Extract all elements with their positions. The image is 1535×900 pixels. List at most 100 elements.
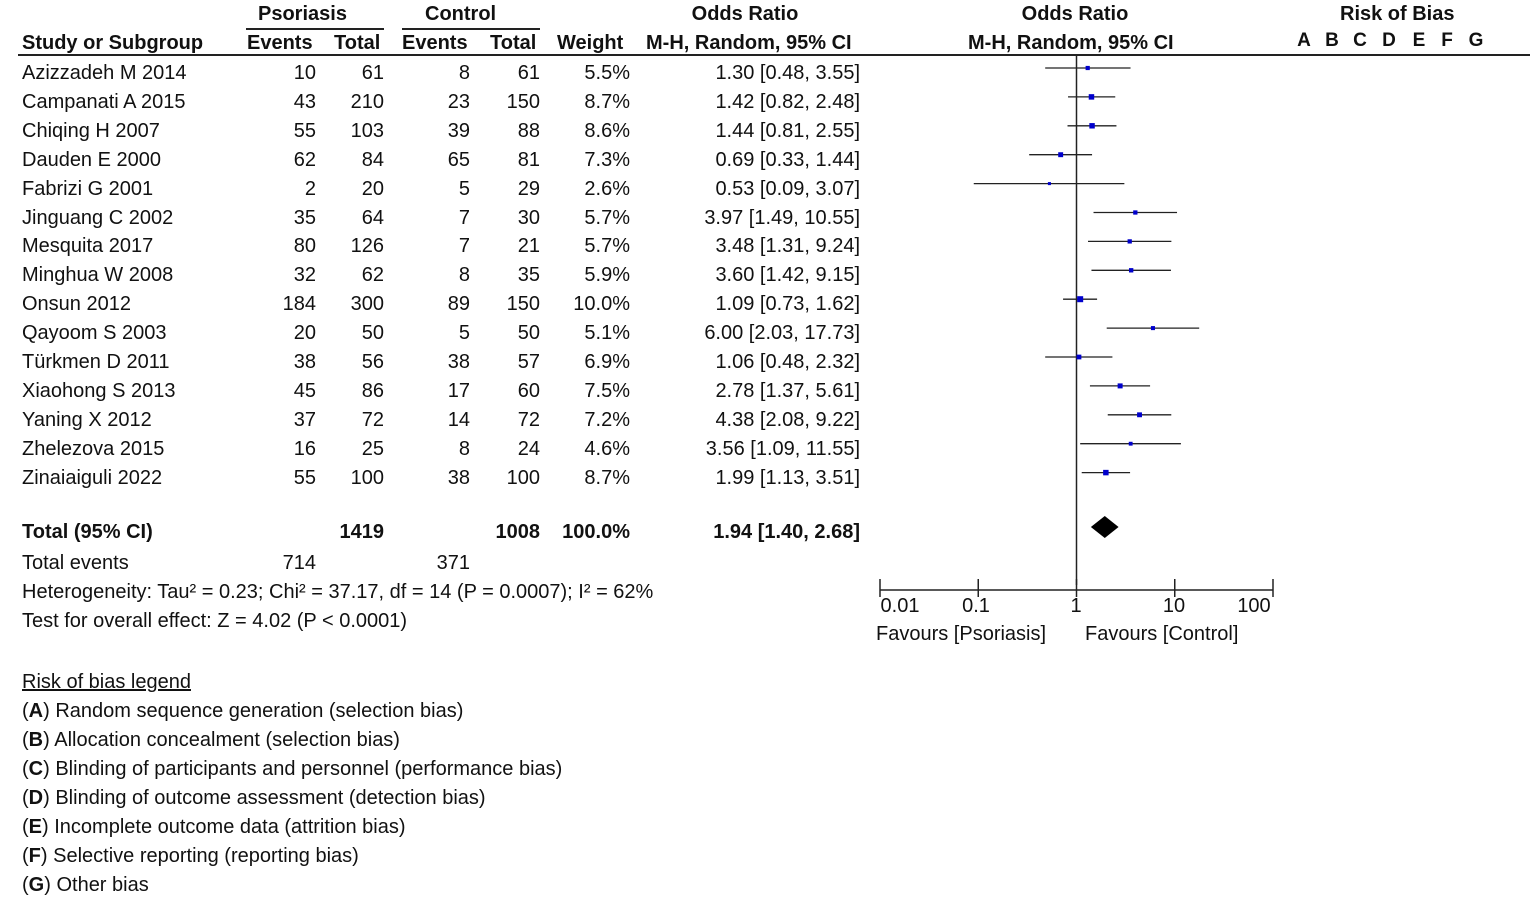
events-control: 5 (458, 322, 470, 345)
total-psoriasis: 100 (350, 466, 384, 489)
total-events-label: Total events (22, 552, 129, 574)
point-estimate (1089, 123, 1095, 129)
rob-legend-item: (A) Random sequence generation (selectio… (22, 700, 464, 722)
point-estimate (1103, 469, 1109, 476)
total-psoriasis: 62 (361, 264, 384, 287)
header-psoriasis: Psoriasis (258, 3, 347, 25)
or-ci: 3.97 [1.49, 10.55] (704, 206, 860, 229)
weight: 10.0% (573, 293, 630, 316)
events-psoriasis: 62 (293, 148, 316, 171)
total-control: 100 (506, 466, 540, 489)
study-name: Türkmen D 2011 (22, 351, 170, 373)
header-or-method: M-H, Random, 95% CI (646, 32, 852, 54)
point-estimate (1133, 210, 1138, 215)
events-psoriasis: 80 (293, 235, 316, 258)
rob-col-c: C (1353, 30, 1367, 51)
rob-legend-text: ) Selective reporting (reporting bias) (40, 845, 359, 867)
events-control: 17 (447, 379, 470, 402)
point-estimate (1128, 441, 1133, 446)
header-divider (18, 54, 1530, 56)
total-control: 81 (517, 148, 540, 171)
rob-legend-item: (E) Incomplete outcome data (attrition b… (22, 816, 406, 838)
weight: 5.7% (584, 206, 630, 229)
or-ci: 1.06 [0.48, 2.32] (715, 351, 860, 373)
point-estimate (1128, 268, 1134, 273)
pooled-diamond (1090, 516, 1119, 538)
rob-legend-key: F (28, 845, 41, 867)
total-n-control: 1008 (495, 521, 541, 543)
total-control: 57 (517, 351, 540, 373)
rob-legend-item: (F) Selective reporting (reporting bias) (22, 845, 359, 867)
header-total-2: Total (490, 32, 537, 54)
heterogeneity-text: Heterogeneity: Tau² = 0.23; Chi² = 37.17… (22, 581, 654, 603)
rob-legend-text: ) Random sequence generation (selection … (43, 700, 464, 722)
total-control: 150 (506, 293, 540, 316)
or-ci: 4.38 [2.08, 9.22] (715, 408, 860, 431)
rob-col-f: F (1441, 30, 1453, 51)
events-psoriasis: 16 (293, 437, 316, 460)
total-psoriasis: 103 (350, 119, 384, 142)
study-name: Yaning X 2012 (22, 408, 152, 431)
weight: 5.7% (584, 235, 630, 258)
favours-left: Favours [Psoriasis] (876, 623, 1047, 645)
total-control: 50 (517, 322, 540, 345)
study-name: Jinguang C 2002 (22, 206, 174, 229)
weight: 6.9% (584, 351, 630, 373)
or-ci: 1.09 [0.73, 1.62] (715, 293, 860, 316)
events-control: 8 (458, 437, 470, 460)
study-name: Xiaohong S 2013 (22, 379, 176, 402)
rob-legend-title: Risk of bias legend (22, 671, 191, 693)
point-estimate (1047, 182, 1051, 186)
point-estimate (1085, 65, 1090, 71)
rob-legend-text: ) Blinding of participants and personnel… (43, 758, 563, 780)
events-psoriasis: 184 (282, 293, 316, 316)
total-control: 88 (517, 119, 540, 142)
rob-legend-item: (D) Blinding of outcome assessment (dete… (22, 787, 486, 809)
study-name: Campanati A 2015 (22, 90, 186, 113)
events-control: 14 (447, 408, 470, 431)
point-estimate (1076, 354, 1082, 360)
header-study: Study or Subgroup (22, 32, 204, 54)
header-events-1: Events (247, 32, 313, 54)
study-name: Qayoom S 2003 (22, 322, 167, 345)
events-control: 38 (447, 466, 470, 489)
rob-legend-text: ) Incomplete outcome data (attrition bia… (42, 816, 406, 838)
study-name: Dauden E 2000 (22, 148, 162, 171)
events-control: 65 (447, 148, 470, 171)
total-control: 35 (517, 264, 540, 287)
rob-col-d: D (1382, 30, 1396, 51)
header-total-1: Total (334, 32, 381, 54)
events-control: 5 (458, 177, 470, 200)
weight: 4.6% (584, 437, 630, 460)
total-psoriasis: 84 (361, 148, 384, 171)
study-name: Azizzadeh M 2014 (22, 62, 187, 84)
events-psoriasis: 10 (293, 62, 316, 84)
events-control: 8 (458, 62, 470, 84)
or-ci: 3.48 [1.31, 9.24] (715, 235, 860, 258)
point-estimate (1077, 296, 1084, 303)
rob-legend-item: (B) Allocation concealment (selection bi… (22, 729, 400, 751)
events-psoriasis: 35 (293, 206, 316, 229)
weight: 8.6% (584, 119, 630, 142)
events-control: 38 (447, 351, 470, 373)
header-risk-of-bias: Risk of Bias (1340, 3, 1455, 25)
tick-label-0-1: 0.1 (962, 595, 990, 617)
events-control: 39 (447, 119, 470, 142)
total-events-control: 371 (436, 552, 470, 574)
study-name: Onsun 2012 (22, 293, 131, 316)
study-name: Chiqing H 2007 (22, 119, 160, 142)
weight: 7.2% (584, 408, 630, 431)
total-n-psoriasis: 1419 (339, 521, 385, 543)
or-ci: 1.42 [0.82, 2.48] (715, 90, 860, 113)
total-psoriasis: 56 (361, 351, 384, 373)
rob-legend-key: C (28, 758, 44, 780)
or-ci: 6.00 [2.03, 17.73] (704, 322, 860, 345)
total-control: 29 (517, 177, 540, 200)
events-control: 8 (458, 264, 470, 287)
tick-label-10: 10 (1162, 595, 1186, 617)
total-psoriasis: 210 (350, 90, 384, 113)
rob-legend-key: D (28, 787, 44, 809)
events-psoriasis: 2 (304, 177, 316, 200)
rob-legend-item: (G) Other bias (22, 874, 149, 896)
total-control: 72 (517, 408, 540, 431)
